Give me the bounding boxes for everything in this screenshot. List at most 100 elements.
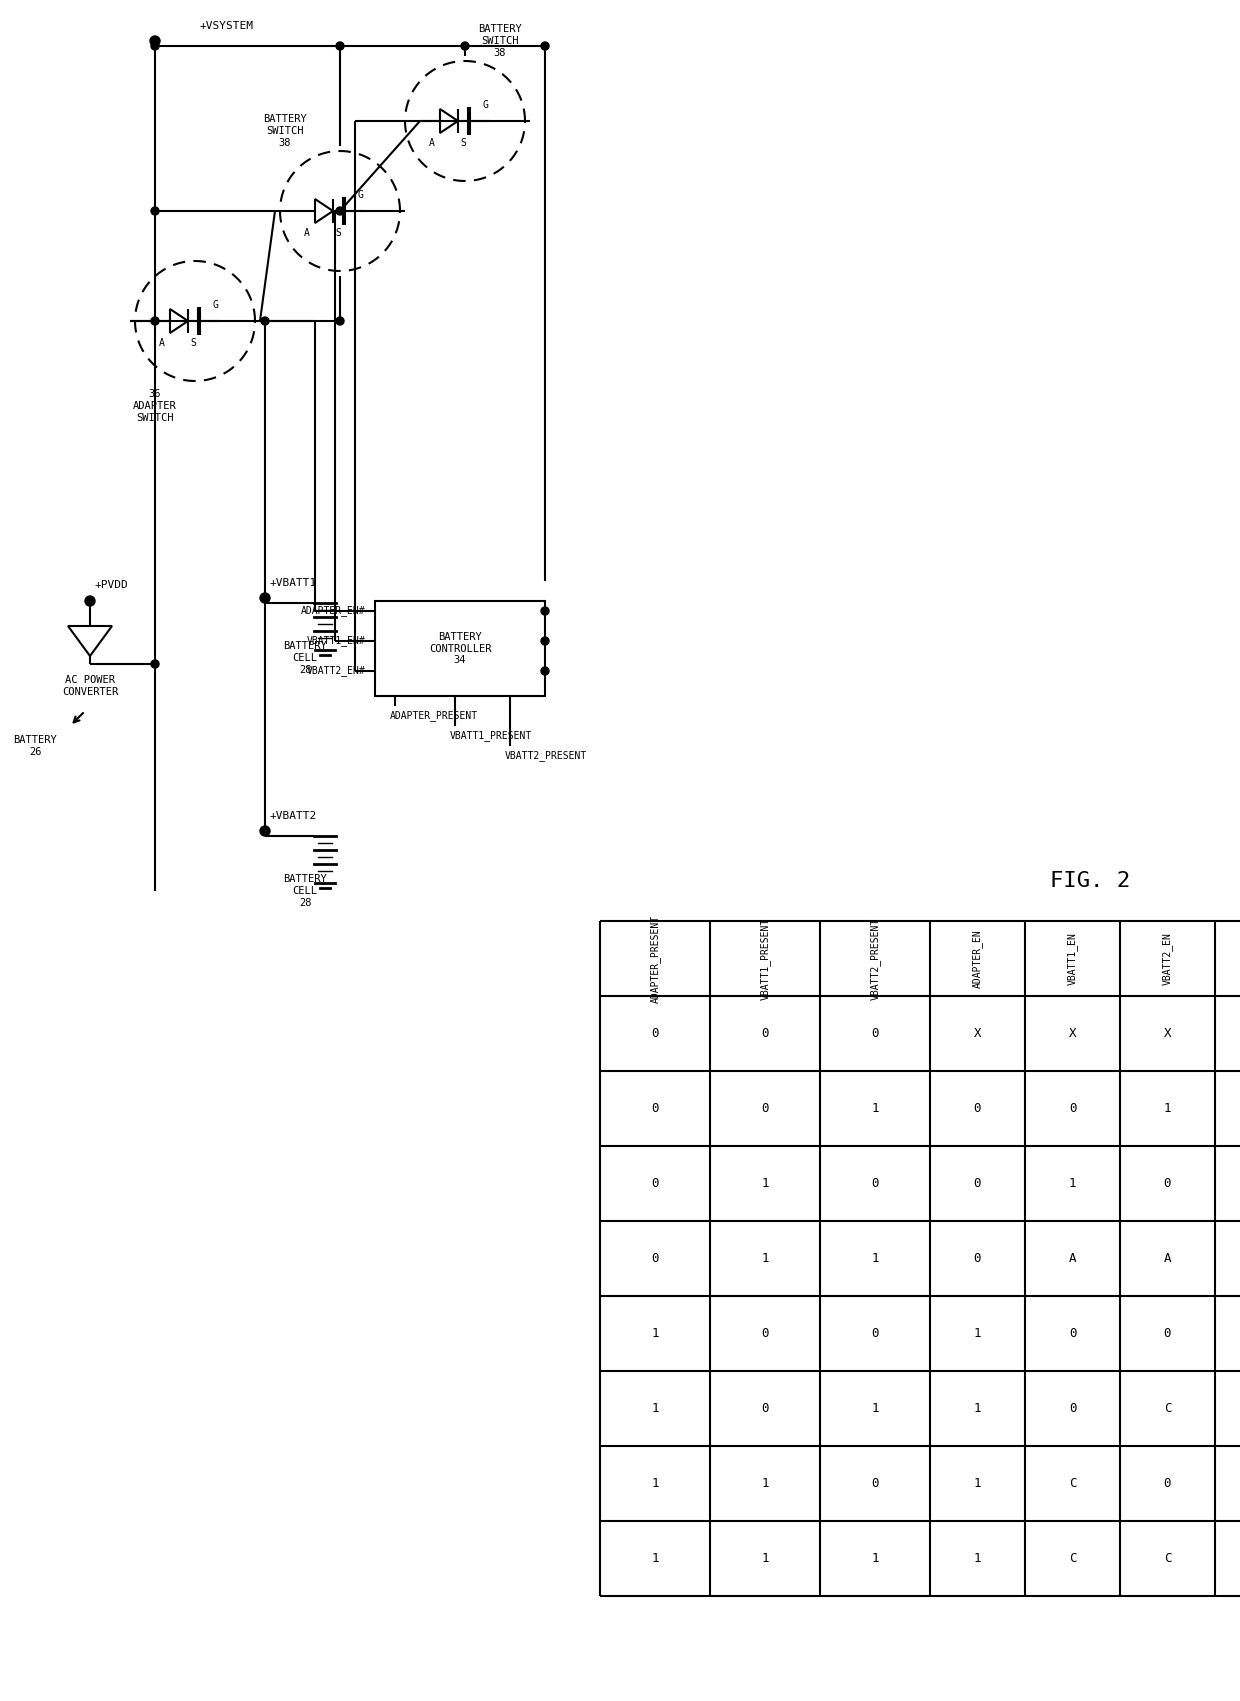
Circle shape [541, 607, 549, 616]
Text: BATTERY
CELL
28: BATTERY CELL 28 [283, 874, 327, 908]
Text: 1: 1 [872, 1402, 879, 1415]
Text: VBATT1_PRESENT: VBATT1_PRESENT [450, 730, 532, 742]
Text: 0: 0 [761, 1102, 769, 1114]
Text: 0: 0 [872, 1476, 879, 1490]
Text: X: X [1164, 1027, 1172, 1039]
Circle shape [336, 316, 343, 325]
Circle shape [336, 208, 343, 214]
Text: 1: 1 [973, 1402, 981, 1415]
Circle shape [260, 594, 270, 602]
Text: G: G [482, 100, 487, 111]
Text: +VSYSTEM: +VSYSTEM [200, 20, 254, 31]
Text: BATTERY
SWITCH
38: BATTERY SWITCH 38 [479, 24, 522, 58]
Text: BATTERY
SWITCH
38: BATTERY SWITCH 38 [263, 114, 306, 148]
Text: AC POWER
CONVERTER: AC POWER CONVERTER [62, 675, 118, 697]
Text: S: S [190, 338, 196, 349]
Text: 0: 0 [651, 1177, 658, 1191]
Text: G: G [357, 191, 363, 201]
Text: 0: 0 [872, 1177, 879, 1191]
Text: +VBATT2: +VBATT2 [270, 811, 317, 822]
Text: 0: 0 [1069, 1402, 1076, 1415]
Circle shape [86, 595, 95, 606]
Text: 0: 0 [761, 1027, 769, 1039]
Text: 0: 0 [1164, 1327, 1172, 1340]
Text: 0: 0 [1069, 1327, 1076, 1340]
Text: 0: 0 [651, 1252, 658, 1266]
Text: 1: 1 [1164, 1102, 1172, 1114]
Text: 0: 0 [973, 1177, 981, 1191]
Text: FIG. 2: FIG. 2 [1050, 871, 1130, 891]
Text: ADAPTER_PRESENT: ADAPTER_PRESENT [391, 711, 479, 721]
Text: 1: 1 [973, 1327, 981, 1340]
Text: BATTERY
CONTROLLER
34: BATTERY CONTROLLER 34 [429, 631, 491, 665]
Text: 0: 0 [1164, 1476, 1172, 1490]
Text: 0: 0 [973, 1252, 981, 1266]
Text: S: S [460, 138, 466, 148]
Text: A: A [429, 138, 435, 148]
Text: 1: 1 [651, 1327, 658, 1340]
Text: BATTERY
26: BATTERY 26 [14, 735, 57, 757]
Text: 36
ADAPTER
SWITCH: 36 ADAPTER SWITCH [133, 390, 177, 422]
Text: BATTERY
CELL
28: BATTERY CELL 28 [283, 641, 327, 675]
Text: C: C [1069, 1551, 1076, 1565]
Text: 1: 1 [761, 1252, 769, 1266]
Text: 0: 0 [872, 1027, 879, 1039]
Text: +PVDD: +PVDD [95, 580, 129, 590]
Circle shape [151, 208, 159, 214]
Text: A: A [1164, 1252, 1172, 1266]
Text: 0: 0 [761, 1402, 769, 1415]
Circle shape [336, 43, 343, 49]
Circle shape [151, 316, 159, 325]
Text: 0: 0 [872, 1327, 879, 1340]
Text: 0: 0 [973, 1102, 981, 1114]
Text: VBATT1_PRESENT: VBATT1_PRESENT [760, 917, 770, 1000]
Text: ADAPTER_EN#: ADAPTER_EN# [300, 606, 365, 616]
Circle shape [151, 660, 159, 668]
Text: ADAPTER_EN: ADAPTER_EN [972, 929, 983, 988]
Text: 1: 1 [973, 1476, 981, 1490]
Text: 1: 1 [761, 1551, 769, 1565]
Text: X: X [1069, 1027, 1076, 1039]
Text: 1: 1 [872, 1252, 879, 1266]
Circle shape [541, 636, 549, 645]
Circle shape [541, 667, 549, 675]
Text: 0: 0 [651, 1102, 658, 1114]
Text: 1: 1 [761, 1177, 769, 1191]
Text: S: S [335, 228, 341, 238]
Text: 1: 1 [651, 1551, 658, 1565]
Text: VBATT2_EN#: VBATT2_EN# [306, 665, 365, 677]
Circle shape [541, 43, 549, 49]
Text: 1: 1 [872, 1551, 879, 1565]
Text: 0: 0 [1164, 1177, 1172, 1191]
Text: A: A [159, 338, 165, 349]
Text: C: C [1164, 1402, 1172, 1415]
Text: 1: 1 [872, 1102, 879, 1114]
Text: VBATT1_EN#: VBATT1_EN# [306, 636, 365, 646]
Circle shape [260, 316, 269, 325]
Text: VBATT2_EN: VBATT2_EN [1162, 932, 1173, 985]
Text: +VBATT1: +VBATT1 [270, 578, 317, 589]
Text: 1: 1 [651, 1402, 658, 1415]
Text: A: A [304, 228, 310, 238]
Text: VBATT1_EN: VBATT1_EN [1068, 932, 1078, 985]
Text: VBATT2_PRESENT: VBATT2_PRESENT [869, 917, 880, 1000]
Text: X: X [973, 1027, 981, 1039]
Text: C: C [1164, 1551, 1172, 1565]
Circle shape [151, 43, 159, 49]
Text: 0: 0 [1069, 1102, 1076, 1114]
Text: 1: 1 [651, 1476, 658, 1490]
Text: 1: 1 [1069, 1177, 1076, 1191]
Circle shape [260, 827, 269, 835]
Circle shape [461, 43, 469, 49]
Circle shape [150, 36, 160, 46]
Text: 0: 0 [651, 1027, 658, 1039]
Text: ADAPTER_PRESENT: ADAPTER_PRESENT [650, 915, 661, 1002]
Text: C: C [1069, 1476, 1076, 1490]
Text: 1: 1 [973, 1551, 981, 1565]
Text: G: G [212, 299, 218, 310]
Text: 0: 0 [761, 1327, 769, 1340]
Bar [374, 600, 546, 696]
Circle shape [260, 827, 270, 835]
Text: VBATT2_PRESENT: VBATT2_PRESENT [505, 750, 588, 762]
Text: 1: 1 [761, 1476, 769, 1490]
